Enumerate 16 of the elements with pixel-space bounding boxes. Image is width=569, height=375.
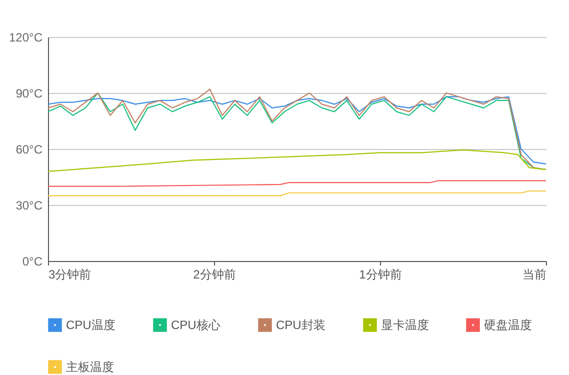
legend-label: 显卡温度 [381,318,429,332]
legend-label: CPU封装 [276,318,326,332]
x-tick-label: 2分钟前 [193,268,236,282]
y-tick-label: 0°C [22,254,43,268]
y-tick-label: 120°C [9,30,43,44]
x-tick-label: 当前 [522,268,546,282]
legend-label: CPU核心 [171,318,220,332]
line-series [47,149,547,172]
y-tick-label: 30°C [16,198,43,212]
x-tick-label: 3分钟前 [48,268,92,282]
legend-label: 硬盘温度 [484,318,532,332]
x-tick-label: 1分钟前 [359,268,402,282]
legend-label: 主板温度 [66,360,114,374]
legend-label: CPU温度 [66,318,116,332]
y-tick-label: 60°C [16,142,43,156]
y-tick-label: 90°C [16,86,43,100]
